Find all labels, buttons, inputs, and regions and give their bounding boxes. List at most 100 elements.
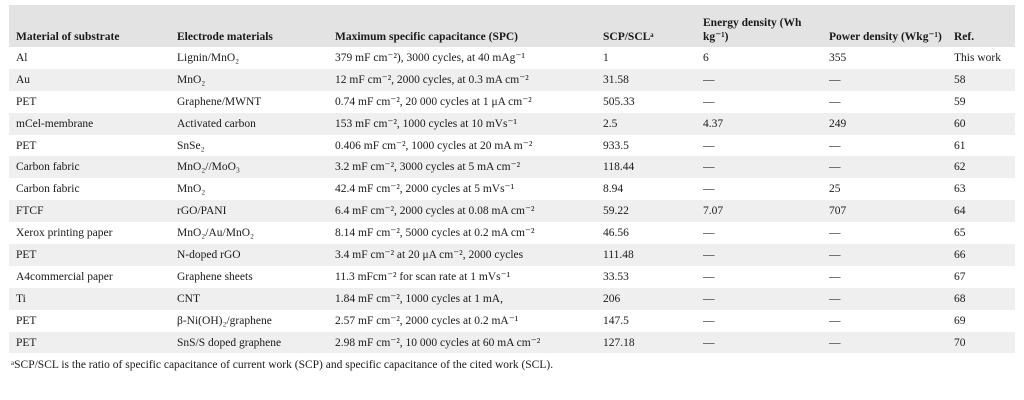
substrate-cell: Xerox printing paper	[16, 227, 113, 240]
capacitance-cell: 153 mF cm⁻², 1000 cycles at 10 mVs⁻¹	[335, 117, 517, 130]
column-header: Material of substrate	[16, 31, 120, 43]
ref-cell: 69	[954, 314, 966, 327]
energy-density-cell: —	[703, 161, 715, 174]
table-row: Xerox printing paper MnO₂/Au/MnO₂ 8.14 mF …	[9, 222, 1015, 245]
power-density-cell: —	[829, 270, 841, 283]
ref-cell: 68	[954, 292, 966, 305]
capacitance-cell: 3.2 mF cm⁻², 3000 cycles at 5 mA cm⁻²	[335, 161, 521, 174]
electrode-cell: Lignin/MnO₂	[177, 51, 240, 64]
ratio-cell: 59.22	[603, 205, 629, 218]
table-row: A4commercial paper Graphene sheets 11.3 mF…	[9, 265, 1015, 288]
ref-cell: 63	[954, 183, 966, 196]
table-row: Al Lignin/MnO₂ 379 mF cm⁻²), 3000 cycles, …	[9, 47, 1015, 69]
ref-cell: 59	[954, 95, 966, 108]
energy-density-cell: —	[703, 314, 715, 327]
power-density-cell: —	[829, 73, 841, 86]
ratio-cell: 8.94	[603, 183, 624, 196]
ref-cell: This work	[954, 51, 1001, 64]
substrate-cell: PET	[16, 95, 37, 108]
ratio-cell: 933.5	[603, 139, 629, 152]
power-density-cell: 25	[829, 183, 841, 196]
ratio-cell: 206	[603, 292, 621, 305]
energy-density-cell: —	[703, 248, 715, 261]
electrode-cell: SnSe₂	[177, 139, 205, 152]
ref-cell: 62	[954, 161, 966, 174]
table-row: Ti CNT 1.84 mF cm⁻², 1000 cycles at 1 mA, 2…	[9, 287, 1015, 310]
substrate-cell: Al	[16, 51, 28, 64]
energy-density-cell: —	[703, 95, 715, 108]
capacitance-cell: 2.98 mF cm⁻², 10 000 cycles at 60 mA cm⁻…	[335, 336, 541, 349]
table-row: PET N-doped rGO 3.4 mF cm⁻² at 20 μA cm⁻²,…	[9, 244, 1015, 266]
power-density-cell: —	[829, 248, 841, 261]
capacitance-cell: 3.4 mF cm⁻² at 20 μA cm⁻², 2000 cycles	[335, 248, 524, 261]
energy-density-cell: 7.07	[703, 205, 724, 218]
energy-density-cell: —	[703, 292, 715, 305]
ref-cell: 58	[954, 73, 966, 86]
substrate-cell: PET	[16, 314, 37, 327]
substrate-cell: A4commercial paper	[16, 270, 113, 283]
capacitance-cell: 1.84 mF cm⁻², 1000 cycles at 1 mA,	[335, 292, 503, 305]
substrate-cell: Carbon fabric	[16, 183, 80, 196]
table-row: PET β-Ni(OH)₂/graphene 2.57 mF cm⁻², 2000 …	[9, 309, 1015, 332]
table-footnote: ᵃSCP/SCL is the ratio of specific capaci…	[11, 359, 554, 372]
electrode-cell: MnO₂/Au/MnO₂	[177, 227, 255, 240]
table-row: PET SnSe₂ 0.406 mF cm⁻², 1000 cycles at 20…	[9, 134, 1015, 157]
substrate-cell: FTCF	[16, 205, 44, 218]
capacitance-cell: 11.3 mFcm⁻² for scan rate at 1 mVs⁻¹	[335, 270, 511, 283]
power-density-cell: —	[829, 139, 841, 152]
ratio-cell: 127.18	[603, 336, 635, 349]
power-density-cell: 355	[829, 51, 847, 64]
ref-cell: 70	[954, 336, 966, 349]
column-header: Ref.	[954, 31, 975, 43]
table-header-row: Material of substrate Electrode material…	[9, 5, 1015, 47]
power-density-cell: —	[829, 161, 841, 174]
capacitance-cell: 12 mF cm⁻², 2000 cycles, at 0.3 mA cm⁻²	[335, 73, 529, 86]
capacitance-cell: 0.406 mF cm⁻², 1000 cycles at 20 mA m⁻²	[335, 139, 533, 152]
electrode-cell: SnS/S doped graphene	[177, 336, 282, 349]
capacitance-comparison-table: Material of substrate Electrode material…	[9, 5, 1015, 354]
energy-density-cell: 4.37	[703, 117, 724, 130]
energy-density-cell: —	[703, 227, 715, 240]
capacitance-cell: 2.57 mF cm⁻², 2000 cycles at 0.2 mA⁻¹	[335, 314, 519, 327]
column-header: Energy density (Wh kg⁻¹)	[703, 17, 802, 43]
table-row: PET SnS/S doped graphene 2.98 mF cm⁻², 10 …	[9, 331, 1015, 354]
power-density-cell: 707	[829, 205, 847, 218]
energy-density-cell: —	[703, 73, 715, 86]
capacitance-cell: 8.14 mF cm⁻², 5000 cycles at 0.2 mA cm⁻²	[335, 227, 535, 240]
substrate-cell: mCel-membrane	[16, 117, 94, 130]
power-density-cell: —	[829, 227, 841, 240]
capacitance-cell: 379 mF cm⁻²), 3000 cycles, at 40 mAg⁻¹	[335, 51, 525, 64]
column-header: SCP/SCLᵃ	[603, 31, 654, 43]
substrate-cell: Carbon fabric	[16, 161, 80, 174]
energy-density-cell: —	[703, 336, 715, 349]
substrate-cell: PET	[16, 248, 37, 261]
ratio-cell: 111.48	[603, 248, 634, 261]
ref-cell: 66	[954, 248, 966, 261]
ratio-cell: 31.58	[603, 73, 629, 86]
ratio-cell: 505.33	[603, 95, 635, 108]
capacitance-cell: 42.4 mF cm⁻², 2000 cycles at 5 mVs⁻¹	[335, 183, 515, 196]
power-density-cell: —	[829, 336, 841, 349]
ref-cell: 61	[954, 139, 966, 152]
table-row: FTCF rGO/PANI 6.4 mF cm⁻², 2000 cycles at …	[9, 200, 1015, 223]
energy-density-cell: 6	[703, 51, 709, 64]
electrode-cell: CNT	[177, 292, 200, 305]
electrode-cell: N-doped rGO	[177, 248, 241, 261]
ref-cell: 67	[954, 270, 966, 283]
energy-density-cell: —	[703, 139, 715, 152]
electrode-cell: Activated carbon	[177, 117, 256, 130]
substrate-cell: Au	[16, 73, 31, 86]
capacitance-cell: 0.74 mF cm⁻², 20 000 cycles at 1 μA cm⁻²	[335, 95, 532, 108]
energy-density-cell: —	[703, 270, 715, 283]
ratio-cell: 118.44	[603, 161, 635, 174]
ref-cell: 60	[954, 117, 966, 130]
table-row: Carbon fabric MnO₂//MoO₃ 3.2 mF cm⁻², 3000…	[9, 156, 1015, 179]
table-row: mCel-membrane Activated carbon 153 mF cm⁻²…	[9, 112, 1015, 135]
electrode-cell: MnO₂//MoO₃	[177, 161, 240, 174]
table-row: Carbon fabric MnO₂ 42.4 mF cm⁻², 2000 cycl…	[9, 178, 1015, 201]
power-density-cell: —	[829, 314, 841, 327]
electrode-cell: MnO₂	[177, 73, 206, 86]
electrode-cell: MnO₂	[177, 183, 206, 196]
table-row: Au MnO₂ 12 mF cm⁻², 2000 cycles, at 0.3 mA…	[9, 68, 1015, 91]
substrate-cell: PET	[16, 336, 37, 349]
